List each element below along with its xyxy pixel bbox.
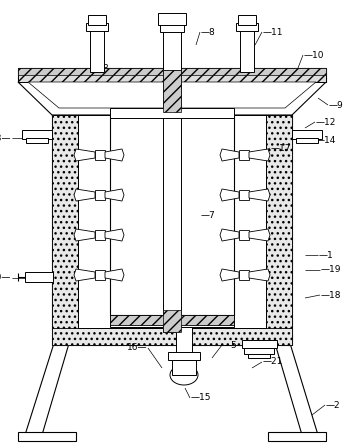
Polygon shape <box>18 68 326 75</box>
Polygon shape <box>28 82 316 108</box>
Polygon shape <box>74 189 95 201</box>
Text: —14: —14 <box>316 136 336 144</box>
Text: —2: —2 <box>326 400 341 409</box>
Text: —21: —21 <box>263 358 283 366</box>
Bar <box>95 230 105 240</box>
Polygon shape <box>249 229 270 241</box>
Bar <box>78 115 266 328</box>
Bar <box>110 108 234 118</box>
Text: —18: —18 <box>321 291 342 299</box>
Text: 6—: 6— <box>136 97 151 106</box>
Bar <box>176 327 192 355</box>
Bar <box>163 70 181 332</box>
Polygon shape <box>105 149 124 161</box>
Polygon shape <box>220 149 239 161</box>
Polygon shape <box>18 82 326 115</box>
Polygon shape <box>74 149 95 161</box>
Text: —1: —1 <box>319 250 334 260</box>
Polygon shape <box>249 269 270 281</box>
Text: —10: —10 <box>304 51 324 59</box>
Text: —15: —15 <box>191 393 212 403</box>
Text: —8: —8 <box>201 27 216 36</box>
Text: 20—: 20— <box>0 273 11 283</box>
Bar <box>52 115 292 345</box>
Text: —11: —11 <box>263 27 283 36</box>
Polygon shape <box>163 70 181 112</box>
Polygon shape <box>52 115 78 345</box>
Bar <box>168 352 200 360</box>
Polygon shape <box>163 310 181 332</box>
Bar <box>25 272 53 282</box>
Polygon shape <box>105 229 124 241</box>
Polygon shape <box>220 269 239 281</box>
Bar <box>88 15 106 25</box>
Polygon shape <box>220 189 239 201</box>
Bar <box>86 23 108 31</box>
Bar <box>95 190 105 200</box>
Bar <box>160 22 184 32</box>
Polygon shape <box>249 149 270 161</box>
Bar <box>239 270 249 280</box>
Bar <box>239 230 249 240</box>
Bar <box>26 138 48 143</box>
Text: 13—: 13— <box>0 133 11 143</box>
Ellipse shape <box>170 365 198 385</box>
Text: 16—: 16— <box>127 343 147 353</box>
Bar <box>238 15 256 25</box>
Bar <box>158 13 186 25</box>
Text: —5: —5 <box>223 341 238 350</box>
Text: —12: —12 <box>316 117 336 127</box>
Bar <box>239 190 249 200</box>
Bar <box>172 360 196 375</box>
Polygon shape <box>220 229 239 241</box>
Text: 3—: 3— <box>102 63 117 73</box>
Bar <box>22 130 52 139</box>
Bar <box>239 150 249 160</box>
Bar <box>110 115 234 315</box>
Bar <box>248 354 270 358</box>
Bar <box>163 30 181 70</box>
Bar <box>268 432 326 441</box>
Bar <box>110 315 234 327</box>
Bar <box>18 68 326 82</box>
Text: —9: —9 <box>329 101 344 109</box>
Bar <box>95 150 105 160</box>
Polygon shape <box>18 72 326 82</box>
Bar <box>292 130 322 139</box>
Polygon shape <box>249 189 270 201</box>
Polygon shape <box>52 328 292 345</box>
Bar <box>90 28 104 72</box>
Bar <box>244 348 274 354</box>
Text: —7: —7 <box>201 210 216 219</box>
Polygon shape <box>74 269 95 281</box>
Polygon shape <box>105 189 124 201</box>
Bar <box>236 23 258 31</box>
Polygon shape <box>110 315 234 325</box>
Polygon shape <box>266 115 292 345</box>
Bar <box>242 340 277 348</box>
Polygon shape <box>74 229 95 241</box>
Bar <box>240 28 254 72</box>
Text: —19: —19 <box>321 265 342 275</box>
Bar <box>95 270 105 280</box>
Text: —17: —17 <box>271 144 291 152</box>
Bar <box>296 138 318 143</box>
Text: —4: —4 <box>211 93 226 101</box>
Polygon shape <box>105 269 124 281</box>
Bar <box>18 432 76 441</box>
